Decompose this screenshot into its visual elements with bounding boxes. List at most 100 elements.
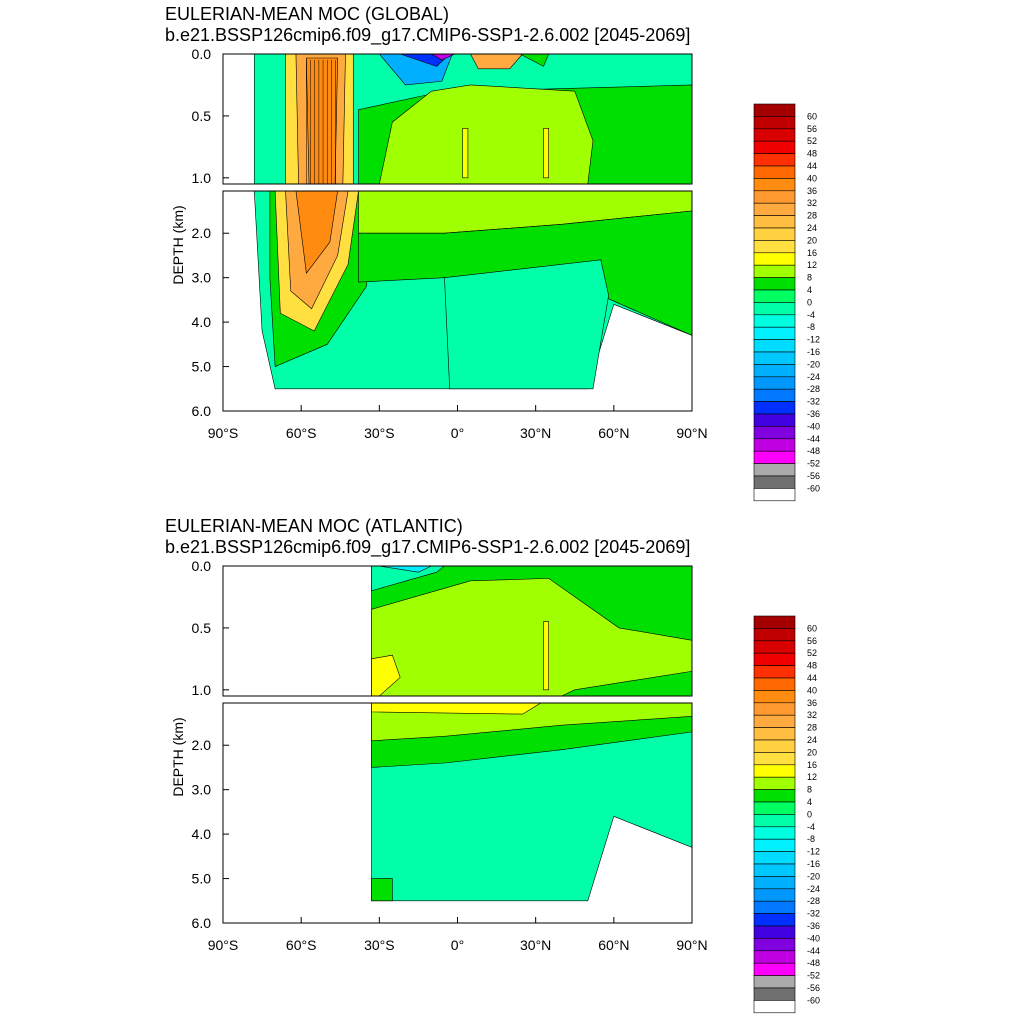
- colorbar-swatch: [753, 640, 796, 654]
- y-axis-label: DEPTH (km): [170, 717, 186, 796]
- colorbar-label: 48: [807, 149, 817, 159]
- plot-area: 0.0 0.5 1.0 2.0 3.0 4.0 5.0 6.0 DEPTH (km) 90°S 60…: [170, 46, 820, 502]
- colorbar-label: 12: [807, 260, 817, 270]
- colorbar-swatch: [753, 413, 796, 427]
- colorbar-swatch: [753, 764, 796, 778]
- colorbar-swatch: [753, 913, 796, 927]
- colorbar-swatch: [753, 227, 796, 241]
- colorbar-label: 8: [807, 785, 812, 795]
- colorbar-label: 32: [807, 198, 817, 208]
- colorbar-label: 12: [807, 772, 817, 782]
- upper-frame: [222, 565, 693, 697]
- colorbar-label: 20: [807, 235, 817, 245]
- y-tick-label: 5.0: [192, 359, 212, 375]
- colorbar-swatch: [753, 863, 796, 877]
- x-tick-label: 60°N: [598, 425, 629, 441]
- colorbar-label: -24: [807, 372, 820, 382]
- colorbar-swatch: [753, 801, 796, 815]
- colorbar-label: -16: [807, 347, 820, 357]
- colorbar-swatch: [753, 103, 796, 117]
- upper-depth-panel: [253, 53, 693, 185]
- x-tick-label: 30°S: [364, 425, 395, 441]
- colorbar-swatch: [753, 652, 796, 666]
- y-tick-label: 4.0: [192, 826, 212, 842]
- y-tick-label: 6.0: [192, 915, 212, 931]
- colorbar-label: 48: [807, 661, 817, 671]
- contour-region-neg4b: [444, 259, 609, 390]
- colorbar-swatch: [753, 900, 796, 914]
- colorbar-label: -40: [807, 933, 820, 943]
- colorbar-swatch: [753, 1000, 796, 1014]
- colorbar-label: -20: [807, 359, 820, 369]
- colorbar-swatch: [753, 215, 796, 229]
- colorbar-swatch: [753, 190, 796, 204]
- colorbar-swatch: [753, 277, 796, 291]
- x-axis: 90°S 60°S 30°S 0° 30°N 60°N 90°N: [208, 917, 708, 953]
- colorbar-swatch: [753, 814, 796, 828]
- colorbar-swatch: [753, 950, 796, 964]
- colorbar-swatch: [753, 826, 796, 840]
- colorbar-swatch: [753, 776, 796, 790]
- colorbar-swatch: [753, 488, 796, 502]
- colorbar-label: -36: [807, 409, 820, 419]
- colorbar-swatch: [753, 450, 796, 464]
- colorbar-label: -12: [807, 847, 820, 857]
- y-tick-label: 0.0: [192, 46, 212, 62]
- colorbar-label: 24: [807, 735, 817, 745]
- y-tick-label: 3.0: [192, 782, 212, 798]
- colorbar-label: 4: [807, 797, 812, 807]
- colorbar-swatch: [753, 851, 796, 865]
- x-tick-label: 0°: [451, 425, 464, 441]
- colorbar-swatch: [753, 876, 796, 890]
- contour-region-12b: [543, 127, 549, 179]
- colorbar-swatch: [753, 289, 796, 303]
- colorbar-label: -28: [807, 384, 820, 394]
- colorbar-label: -12: [807, 335, 820, 345]
- colorbar-swatch: [753, 153, 796, 167]
- colorbar-label: 0: [807, 809, 812, 819]
- colorbar-label: 56: [807, 636, 817, 646]
- y-tick-label: 5.0: [192, 871, 212, 887]
- colorbar-label: -28: [807, 896, 820, 906]
- colorbar-label: 36: [807, 698, 817, 708]
- colorbar-label: 36: [807, 186, 817, 196]
- colorbar-swatch: [753, 264, 796, 278]
- colorbar-label: -52: [807, 971, 820, 981]
- colorbar-label: 40: [807, 685, 817, 695]
- lower-depth-panel: [253, 190, 693, 390]
- colorbar-label: -60: [807, 483, 820, 493]
- x-tick-label: 60°N: [598, 937, 629, 953]
- colorbar-swatch: [753, 925, 796, 939]
- colorbar-label: -4: [807, 822, 815, 832]
- chart-title: EULERIAN-MEAN MOC (GLOBAL): [165, 4, 450, 24]
- colorbar-label: -36: [807, 921, 820, 931]
- colorbar-swatch: [753, 615, 796, 629]
- colorbar-swatch: [753, 463, 796, 477]
- colorbar-swatch: [753, 438, 796, 452]
- colorbar-label: -8: [807, 322, 815, 332]
- colorbar-swatch: [753, 339, 796, 353]
- colorbar-swatch: [753, 838, 796, 852]
- colorbar-swatch: [753, 240, 796, 254]
- colorbar-label: -8: [807, 834, 815, 844]
- colorbar-swatch: [753, 888, 796, 902]
- contour-region-0-4: [371, 878, 393, 902]
- colorbar-label: 40: [807, 173, 817, 183]
- y-axis-label: DEPTH (km): [170, 205, 186, 284]
- x-tick-label: 90°S: [208, 425, 239, 441]
- colorbar-label: 0: [807, 297, 812, 307]
- colorbar: 60565248444036322824201612840-4-8-12-16-…: [753, 103, 820, 502]
- y-tick-label: 2.0: [192, 225, 212, 241]
- colorbar-label: 28: [807, 723, 817, 733]
- x-tick-label: 90°N: [676, 937, 707, 953]
- colorbar-label: -56: [807, 471, 820, 481]
- colorbar-swatch: [753, 677, 796, 691]
- colorbar-label: 20: [807, 747, 817, 757]
- contour-region-36: [306, 57, 338, 185]
- plot-area: 0.0 0.5 1.0 2.0 3.0 4.0 5.0 6.0 DEPTH (km) 90°S 60…: [170, 558, 820, 1014]
- y-tick-label: 1.0: [192, 170, 212, 186]
- colorbar-label: -44: [807, 946, 820, 956]
- y-axis: 0.0 0.5 1.0 2.0 3.0 4.0 5.0 6.0 DEPTH (km): [170, 558, 229, 931]
- colorbar-label: -52: [807, 459, 820, 469]
- colorbar-label: 24: [807, 223, 817, 233]
